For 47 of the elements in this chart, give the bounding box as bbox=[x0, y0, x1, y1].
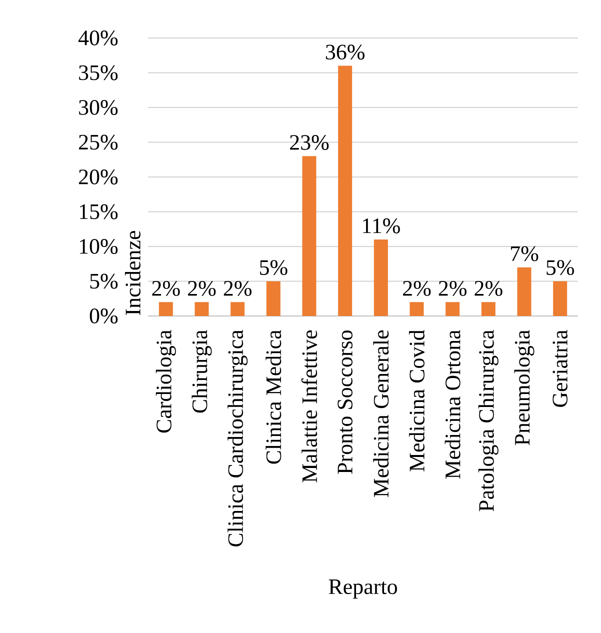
x-tick-label: Pronto Soccorso bbox=[338, 330, 352, 474]
y-tick-label: 25% bbox=[78, 134, 118, 150]
y-tick-label: 40% bbox=[78, 30, 118, 46]
y-tick-label: 15% bbox=[80, 204, 118, 220]
bar bbox=[338, 66, 352, 316]
x-tick-label: Clinica Cardiochirurgica bbox=[228, 330, 248, 546]
x-tick-label: Medicina Generale bbox=[373, 330, 389, 497]
x-tick-label: Chirurgia bbox=[192, 330, 212, 413]
bar bbox=[410, 302, 424, 316]
x-tick-label: Medicina Ortona bbox=[444, 330, 460, 479]
bar bbox=[481, 302, 496, 316]
y-tick-label: 10% bbox=[80, 239, 118, 254]
bar bbox=[374, 240, 388, 316]
x-tick-label: Medicina Covid bbox=[409, 330, 424, 472]
data-label: 11% bbox=[363, 218, 400, 234]
y-tick-label: 30% bbox=[79, 100, 118, 115]
data-label: 2% bbox=[438, 280, 466, 296]
bar bbox=[446, 302, 460, 316]
data-label: 5% bbox=[260, 260, 288, 276]
x-tick-label: Malattie Infettive bbox=[301, 330, 318, 482]
bar bbox=[553, 281, 568, 316]
x-tick-label: Patologia Chirurgica bbox=[478, 330, 498, 512]
bar bbox=[194, 302, 209, 316]
data-label: 2% bbox=[152, 280, 180, 296]
data-label: 23% bbox=[290, 135, 329, 150]
x-axis-title: Reparto bbox=[328, 580, 397, 599]
x-tick-label: Clinica Medica bbox=[266, 330, 282, 464]
data-label: 36% bbox=[326, 44, 364, 60]
data-label: 7% bbox=[511, 246, 538, 262]
data-label: 5% bbox=[546, 260, 574, 276]
data-label: 2% bbox=[403, 280, 431, 296]
x-tick-label: Geriatria bbox=[552, 330, 568, 407]
bar bbox=[158, 302, 173, 316]
bar bbox=[517, 267, 532, 316]
data-label: 2% bbox=[474, 280, 502, 296]
y-tick-label: 0% bbox=[90, 308, 118, 324]
data-label: 2% bbox=[188, 280, 216, 296]
y-tick-label: 35% bbox=[79, 65, 118, 80]
bar bbox=[266, 281, 280, 316]
y-axis-title: Incidenze bbox=[124, 231, 140, 315]
x-tick-label: Pneumologia bbox=[514, 330, 534, 446]
y-tick-label: 20% bbox=[78, 170, 118, 184]
bar bbox=[302, 156, 316, 316]
data-label: 2% bbox=[224, 280, 252, 296]
x-tick-label: Cardiologia bbox=[156, 330, 176, 433]
bar bbox=[230, 302, 245, 316]
y-tick-label: 5% bbox=[90, 274, 118, 289]
